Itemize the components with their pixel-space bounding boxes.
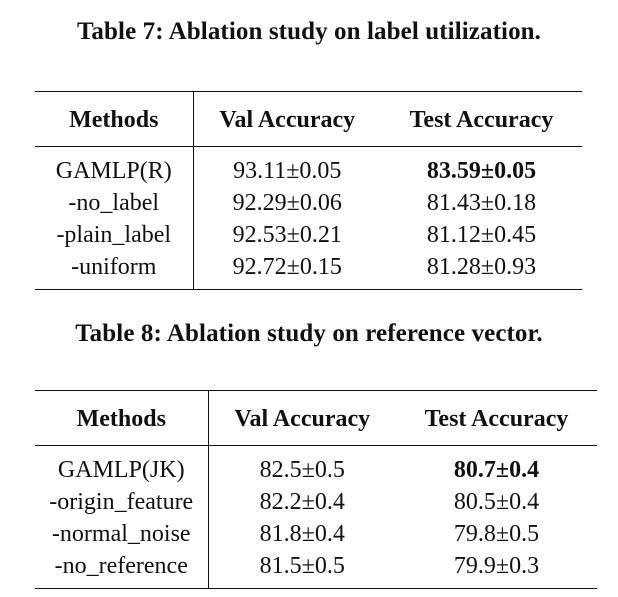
table-header-row: Methods Val Accuracy Test Accuracy	[35, 91, 582, 147]
table-8-caption: Table 8: Ablation study on reference vec…	[75, 320, 543, 347]
table-row: -no_reference 81.5±0.5 79.9±0.3	[35, 550, 597, 589]
cell-val-accuracy: 81.8±0.4	[259, 521, 345, 547]
column-header-val-accuracy: Val Accuracy	[193, 91, 381, 147]
cell-test-accuracy: 83.59±0.05	[426, 158, 537, 184]
cell-test-accuracy: 79.9±0.3	[396, 550, 597, 589]
table-row: -normal_noise 81.8±0.4 79.8±0.5	[35, 518, 597, 550]
table-header-row: Methods Val Accuracy Test Accuracy	[35, 390, 597, 446]
table-row: -origin_feature 82.2±0.4 80.5±0.4	[35, 486, 597, 518]
table-8: Methods Val Accuracy Test Accuracy GAMLP…	[35, 390, 597, 589]
cell-val-accuracy: 92.72±0.15	[193, 251, 381, 290]
table-row: -uniform 92.72±0.15 81.28±0.93	[35, 251, 582, 290]
cell-test-accuracy: 81.43±0.18	[426, 190, 537, 216]
table-7-caption: Table 7: Ablation study on label utiliza…	[76, 18, 542, 45]
cell-val-accuracy: 92.29±0.06	[232, 190, 342, 216]
table-row: -plain_label 92.53±0.21 81.12±0.45	[35, 219, 582, 251]
cell-val-accuracy: 82.2±0.4	[259, 489, 345, 515]
cell-val-accuracy: 92.53±0.21	[232, 222, 342, 248]
cell-method: -no_reference	[35, 550, 209, 589]
table-row: GAMLP(R) 93.11±0.05 83.59±0.05	[35, 146, 582, 187]
cell-test-accuracy: 81.28±0.93	[381, 251, 582, 290]
cell-method: -uniform	[35, 251, 194, 290]
column-header-val-accuracy: Val Accuracy	[208, 390, 396, 446]
cell-test-accuracy: 80.5±0.4	[453, 489, 540, 515]
column-header-methods: Methods	[35, 390, 209, 446]
cell-method: GAMLP(R)	[35, 146, 194, 187]
cell-val-accuracy: 82.5±0.5	[259, 457, 345, 483]
column-header-test-accuracy: Test Accuracy	[396, 390, 597, 446]
table-row: -no_label 92.29±0.06 81.43±0.18	[35, 187, 582, 219]
cell-method: -plain_label	[35, 219, 194, 251]
cell-test-accuracy: 80.7±0.4	[453, 457, 540, 483]
cell-method: -origin_feature	[35, 486, 209, 518]
column-header-test-accuracy: Test Accuracy	[381, 91, 582, 147]
table-7: Methods Val Accuracy Test Accuracy GAMLP…	[35, 91, 582, 290]
cell-method: GAMLP(JK)	[35, 445, 209, 486]
cell-test-accuracy: 79.8±0.5	[453, 521, 540, 547]
cell-method: -normal_noise	[35, 518, 209, 550]
table-row: GAMLP(JK) 82.5±0.5 80.7±0.4	[35, 445, 597, 486]
cell-val-accuracy: 93.11±0.05	[233, 158, 342, 184]
cell-val-accuracy: 81.5±0.5	[208, 550, 396, 589]
cell-test-accuracy: 81.12±0.45	[426, 222, 537, 248]
column-header-methods: Methods	[35, 91, 194, 147]
cell-method: -no_label	[35, 187, 194, 219]
